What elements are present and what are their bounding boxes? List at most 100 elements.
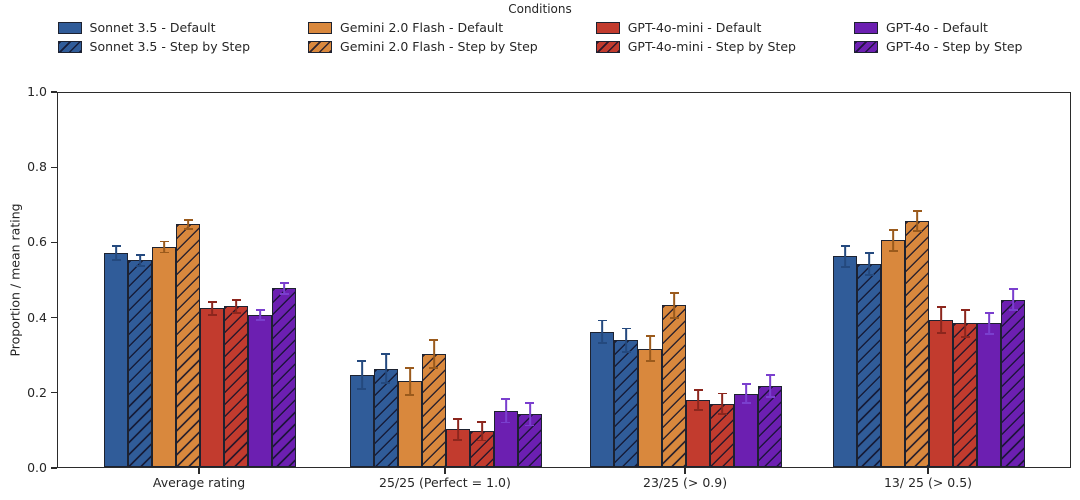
error-bar-line: [235, 299, 237, 314]
error-bar-cap: [381, 382, 391, 384]
error-bar: [693, 389, 703, 411]
legend-entries: Sonnet 3.5 - Default Sonnet 3.5 - Step by…: [0, 20, 1080, 54]
error-bar-line: [625, 327, 627, 354]
y-tick-mark: [51, 316, 57, 319]
bar: [590, 331, 615, 467]
legend-label: Sonnet 3.5 - Step by Step: [89, 39, 251, 54]
error-bar-cap: [429, 367, 439, 370]
error-bar-cap: [765, 396, 775, 399]
y-tick-mark: [51, 166, 57, 168]
error-bar-cap: [477, 421, 487, 423]
error-bar-cap: [279, 282, 289, 284]
error-bar: [279, 282, 289, 295]
error-bar: [888, 229, 898, 252]
error-bar-cap: [525, 424, 535, 427]
error-bar-cap: [936, 332, 946, 335]
y-tick-label: 0.2: [27, 384, 47, 400]
legend-swatch: [854, 21, 878, 34]
error-bar-line: [769, 374, 771, 399]
hatch-pattern: [129, 261, 152, 466]
error-bar-cap: [741, 402, 751, 405]
bar: [638, 348, 663, 467]
bar: [349, 374, 374, 467]
error-bar-cap: [111, 244, 121, 247]
bar: [758, 386, 783, 467]
error-bar: [669, 291, 679, 319]
bar: [1001, 299, 1026, 467]
error-bar: [645, 335, 655, 362]
y-tick-mark: [51, 91, 57, 93]
x-tick-label: 25/25 (Perfect = 1.0): [379, 475, 511, 490]
error-bar-cap: [645, 359, 655, 362]
error-bar-line: [940, 306, 942, 335]
error-bar-cap: [984, 333, 994, 336]
error-bar-cap: [1008, 309, 1018, 311]
error-bar-line: [1012, 288, 1014, 311]
error-bar-cap: [621, 327, 631, 330]
bar: [176, 224, 201, 467]
error-bar: [357, 359, 367, 390]
legend-column: Sonnet 3.5 - Default Sonnet 3.5 - Step by…: [57, 20, 251, 54]
bar: [248, 314, 273, 467]
hatch-pattern: [954, 324, 977, 466]
bar: [953, 323, 978, 467]
bar: [104, 252, 129, 467]
error-bar: [1008, 288, 1018, 311]
error-bar-cap: [135, 264, 145, 267]
error-bar-line: [844, 245, 846, 268]
error-bar-cap: [477, 439, 487, 442]
error-bar-cap: [279, 293, 289, 295]
error-bar-cap: [183, 219, 193, 222]
error-bar-line: [409, 367, 411, 396]
y-tick-mark: [51, 467, 57, 469]
error-bar: [525, 402, 535, 427]
error-bar-line: [673, 291, 675, 319]
error-bar-cap: [357, 359, 367, 362]
error-bar-cap: [888, 249, 898, 252]
error-bar-cap: [357, 388, 367, 390]
bar: [929, 320, 954, 467]
hatch-pattern: [858, 264, 881, 466]
error-bar: [501, 397, 511, 424]
error-bar-line: [457, 418, 459, 441]
error-bar: [765, 374, 775, 399]
error-bar-cap: [255, 308, 265, 311]
error-bar-cap: [960, 335, 970, 338]
error-bar-line: [139, 253, 141, 267]
error-bar-cap: [717, 413, 727, 416]
y-tick-label: 0.6: [27, 234, 47, 250]
error-bar-cap: [645, 335, 655, 338]
hatch-pattern: [711, 404, 734, 466]
error-bar: [231, 299, 241, 314]
error-bar-line: [259, 308, 261, 321]
error-bar-cap: [864, 274, 874, 276]
chart-legend: Conditions Sonnet 3.5 - Default Sonnet 3.…: [0, 2, 1080, 54]
legend-label: Gemini 2.0 Flash - Step by Step: [340, 39, 538, 54]
error-bar-cap: [231, 299, 241, 302]
legend-label: GPT-4o - Default: [886, 20, 988, 35]
hatch-pattern: [374, 369, 397, 466]
error-bar-cap: [912, 209, 922, 212]
hatch-pattern: [855, 41, 877, 52]
error-bar-line: [529, 402, 531, 427]
error-bar: [984, 311, 994, 336]
error-bar-line: [916, 209, 918, 232]
error-bar: [717, 392, 727, 416]
legend-entry: Sonnet 3.5 - Step by Step: [57, 39, 251, 54]
y-tick-mark: [51, 241, 57, 244]
error-bar-cap: [255, 318, 265, 321]
error-bar: [183, 219, 193, 230]
error-bar-cap: [840, 245, 850, 247]
error-bar-line: [601, 319, 603, 344]
bar: [857, 263, 882, 467]
hatch-pattern: [596, 41, 619, 52]
hatch-pattern: [225, 307, 248, 466]
error-bar-cap: [159, 251, 169, 254]
error-bar-line: [868, 251, 870, 276]
bar: [881, 240, 906, 467]
error-bar-line: [505, 397, 507, 424]
bar: [272, 288, 297, 467]
plot-area: [57, 92, 1071, 468]
error-bar-line: [115, 244, 117, 261]
